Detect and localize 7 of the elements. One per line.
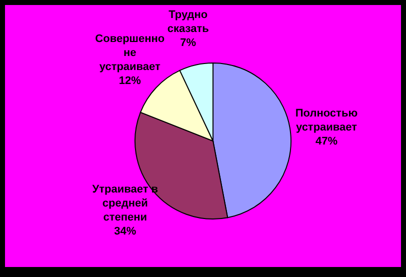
data-label: 34% — [114, 226, 136, 238]
slice-label: Трудно сказать — [167, 9, 210, 35]
data-label: 12% — [118, 74, 142, 87]
data-label: 7% — [180, 37, 196, 49]
data-label: 47% — [315, 135, 338, 148]
slice-label: Полностью устраивает — [295, 107, 358, 134]
slice-label: Совершенно не устраивает — [95, 32, 165, 73]
